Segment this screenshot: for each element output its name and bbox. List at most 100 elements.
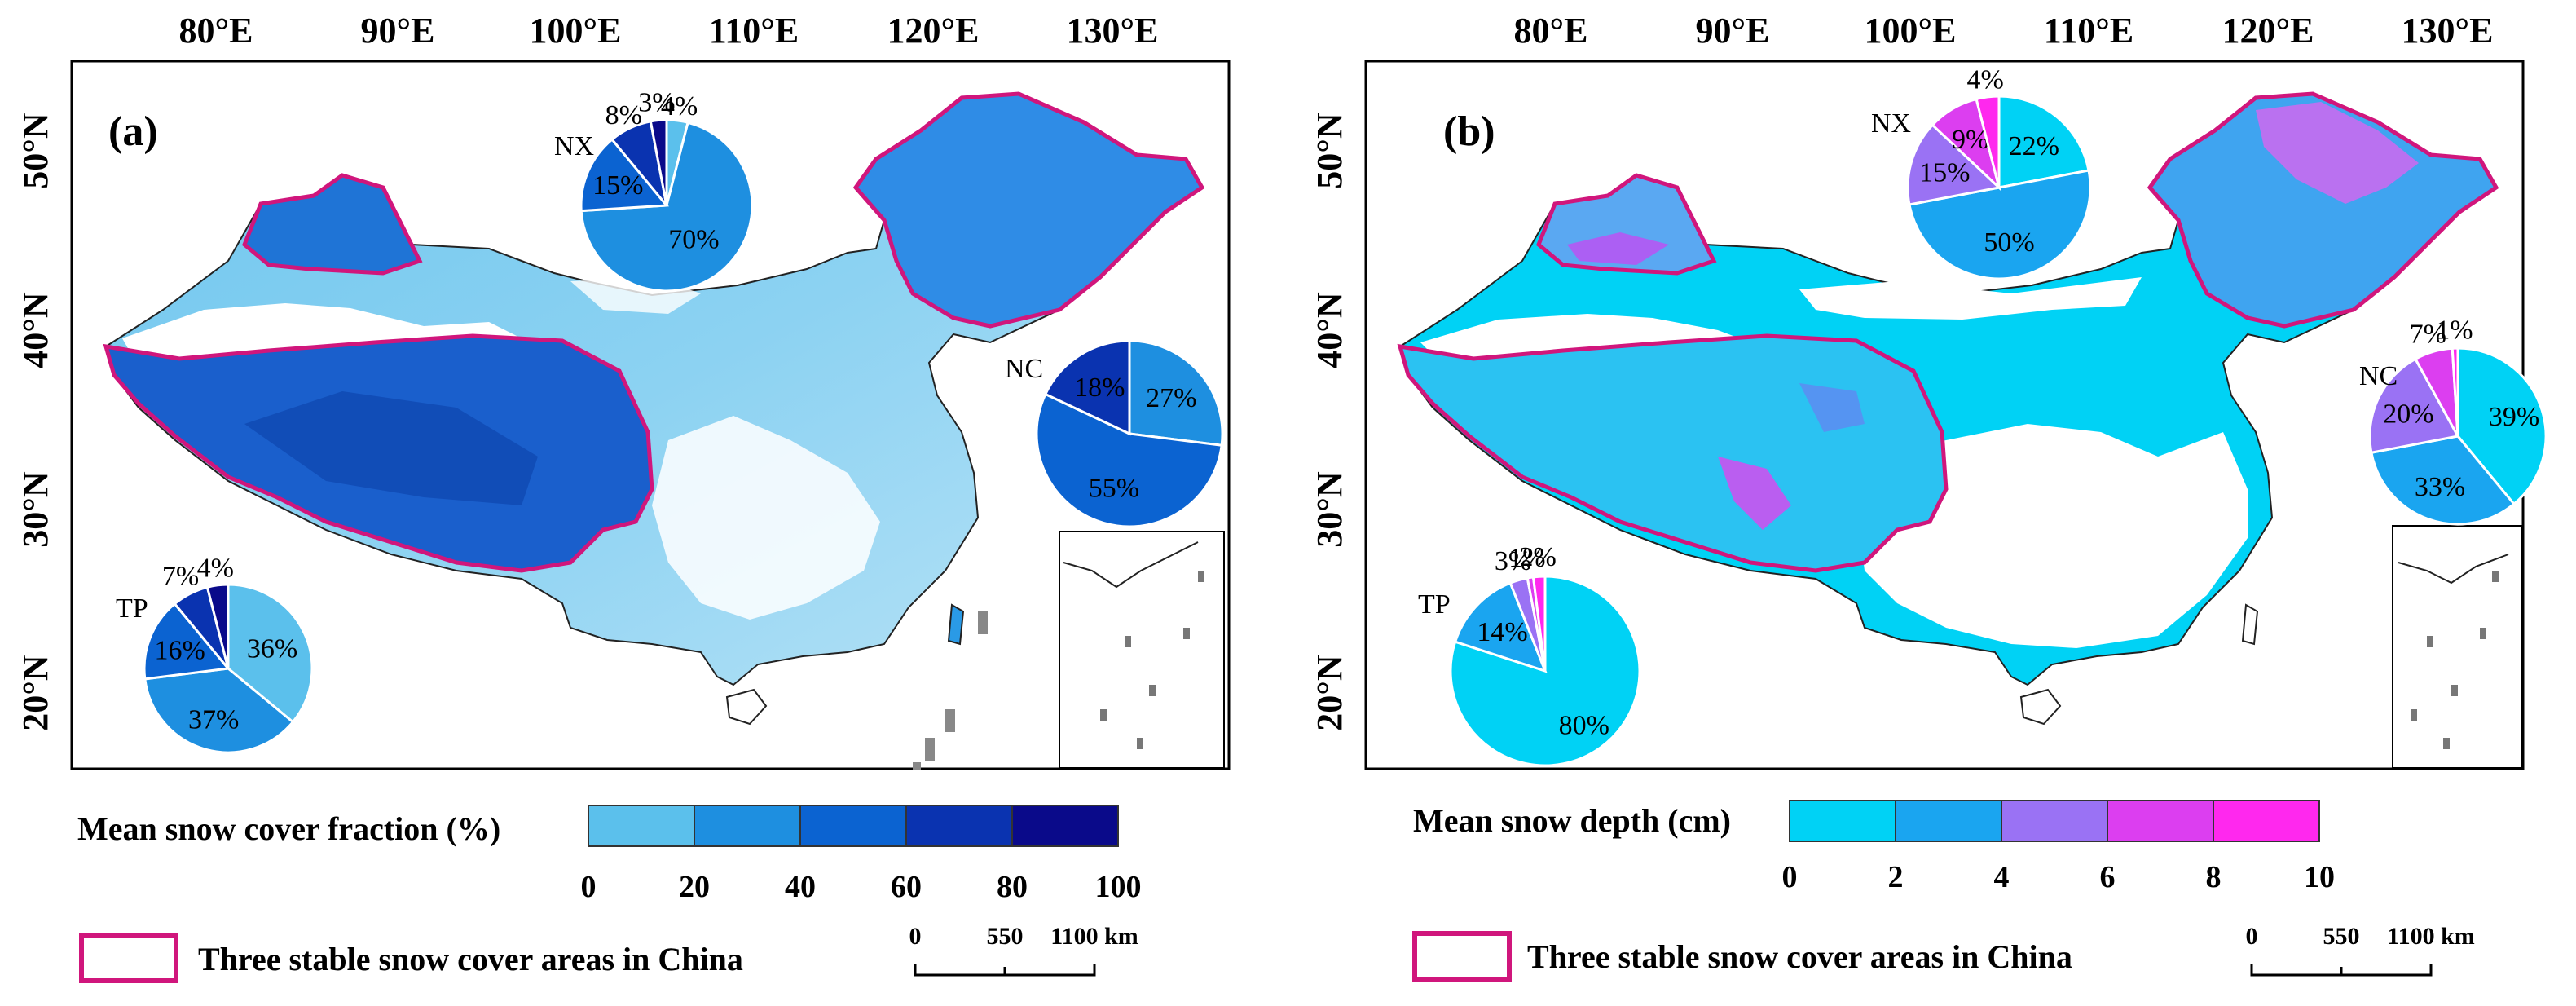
colorbar-tick: 6 — [2100, 860, 2116, 894]
pie-slice-label: 3% — [1495, 546, 1531, 576]
stable-area-nc — [852, 91, 1205, 329]
pie-slice-label: 33% — [2415, 472, 2465, 502]
inset-islands — [2411, 571, 2499, 749]
pie-slice — [579, 137, 670, 213]
scale-bar: 0 550 1100 km — [2246, 923, 2475, 977]
pie-chart-nx: 22% 50% 15%9% 4% — [1906, 65, 2092, 280]
pie-name-tp: TP — [1418, 589, 1451, 620]
pie-slice-label: 1% — [2436, 315, 2473, 345]
pie-slice — [227, 583, 314, 724]
colorbar-ticks: 0 20 40 60 80 100 — [581, 870, 1142, 904]
legend-title: Mean snow cover fraction (%) — [77, 810, 500, 847]
pie-slice — [2456, 346, 2547, 506]
colorbar — [1789, 800, 2320, 842]
panel-a: 80°E 90°E 100°E 110°E 120°E 130°E 50°N 4… — [15, 11, 1231, 983]
lat-label-20n: 20°N — [1310, 655, 1350, 731]
pie-slice — [2370, 435, 2516, 526]
pie-slice-label: 14% — [1477, 617, 1527, 647]
pie-name-nx: NX — [554, 131, 594, 161]
lon-label-130e: 130°E — [2402, 11, 2494, 51]
pie-name-nc: NC — [2359, 361, 2398, 391]
colorbar-segment — [694, 805, 801, 847]
scale-tick: 550 — [2323, 923, 2360, 950]
pie-slice-label: 16% — [154, 635, 205, 665]
scale-bar: 0 550 1100 km — [909, 923, 1138, 977]
colorbar-ticks: 0 2 4 6 8 10 — [1782, 860, 2336, 894]
colorbar-tick: 10 — [2304, 860, 2335, 894]
stable-area-nc — [2147, 91, 2499, 329]
lat-label-40n: 40°N — [15, 292, 55, 368]
colorbar-tick: 4 — [1994, 860, 2010, 894]
colorbar-tick: 20 — [679, 870, 710, 904]
pie-slice-label: 22% — [2009, 131, 2059, 161]
lon-label-120e: 120°E — [887, 11, 980, 51]
lon-label-130e: 130°E — [1067, 11, 1159, 51]
pie-slice-label: 55% — [1089, 474, 1139, 504]
pie-slice-label: 27% — [1146, 383, 1196, 413]
pie-name-tp: TP — [116, 593, 148, 624]
colorbar-segment — [799, 805, 907, 847]
lat-label-20n: 20°N — [15, 655, 55, 731]
lon-label-90e: 90°E — [361, 11, 435, 51]
lon-label-110e: 110°E — [2044, 11, 2134, 51]
inset-islands — [1100, 571, 1204, 749]
legend-title: Mean snow depth (cm) — [1413, 802, 1731, 839]
pie-slice — [1908, 169, 2092, 280]
lon-label-90e: 90°E — [1696, 11, 1770, 51]
south-china-sea-inset — [2392, 525, 2522, 769]
pie-slice-label: 9% — [1952, 125, 1988, 155]
boundary-legend-label: Three stable snow cover areas in China — [1527, 938, 2072, 975]
pie-slice — [205, 583, 230, 669]
lon-label-100e: 100°E — [530, 11, 622, 51]
pie-slice — [143, 602, 231, 681]
lon-label-120e: 120°E — [2222, 11, 2314, 51]
colorbar-segment — [2213, 800, 2320, 842]
pie-slice — [1449, 575, 1641, 767]
pie-slice — [1975, 95, 2001, 188]
pie-slice — [1531, 575, 1547, 672]
boundary-legend-swatch — [1412, 931, 1512, 982]
pie-slice-label: 4% — [661, 91, 698, 121]
pie-chart-nc: 39% 33% 20% 7%1% — [2368, 315, 2547, 526]
pie-slice — [579, 121, 754, 293]
colorbar-segment — [2001, 800, 2108, 842]
scale-tick: 1100 km — [2387, 923, 2475, 950]
no-snow-region-south — [1856, 424, 2248, 648]
pie-slice-label: 2% — [1519, 542, 1556, 572]
colorbar-tick: 100 — [1095, 870, 1142, 904]
lat-label-30n: 30°N — [15, 471, 55, 548]
lat-label-40n: 40°N — [1310, 292, 1350, 368]
colorbar-tick: 0 — [581, 870, 597, 904]
no-snow-region-south — [652, 416, 880, 620]
pie-slice-label: 7% — [2410, 319, 2446, 349]
pie-slice-label: 4% — [1966, 65, 2003, 95]
pie-slice-label: 50% — [1984, 227, 2034, 258]
scale-tick: 0 — [909, 923, 922, 950]
colorbar-segment — [1895, 800, 2002, 842]
colorbar-tick: 40 — [785, 870, 816, 904]
pie-slice-label: 20% — [2383, 399, 2433, 429]
lon-label-110e: 110°E — [709, 11, 799, 51]
pie-slice-label: 15% — [592, 170, 643, 201]
pie-slice-label: 37% — [188, 704, 239, 735]
pie-chart-tp: 36% 37% 16% 7%4% — [143, 553, 314, 754]
panel-b: 80°E 90°E 100°E 110°E 120°E 130°E 50°N 4… — [1310, 11, 2547, 982]
scale-tick: 1100 km — [1050, 923, 1138, 950]
taiwan-island — [947, 603, 965, 646]
colorbar-tick: 8 — [2206, 860, 2222, 894]
south-china-sea-inset — [1059, 531, 1225, 769]
no-snow-region-gobi — [1799, 277, 2142, 320]
pie-slice — [2368, 357, 2460, 454]
pie-slice-label: 70% — [668, 224, 719, 254]
lon-label-100e: 100°E — [1865, 11, 1957, 51]
pie-slice-label: 36% — [247, 634, 297, 664]
pie-slice-label: 15% — [1919, 158, 1970, 188]
lon-label-80e: 80°E — [1514, 11, 1588, 51]
panel-label-a: (a) — [108, 108, 158, 155]
colorbar-segment — [1789, 800, 1896, 842]
pie-name-nc: NC — [1005, 354, 1043, 384]
hainan-island — [725, 688, 768, 726]
colorbar-segment — [2107, 800, 2214, 842]
pie-slice — [649, 118, 668, 206]
